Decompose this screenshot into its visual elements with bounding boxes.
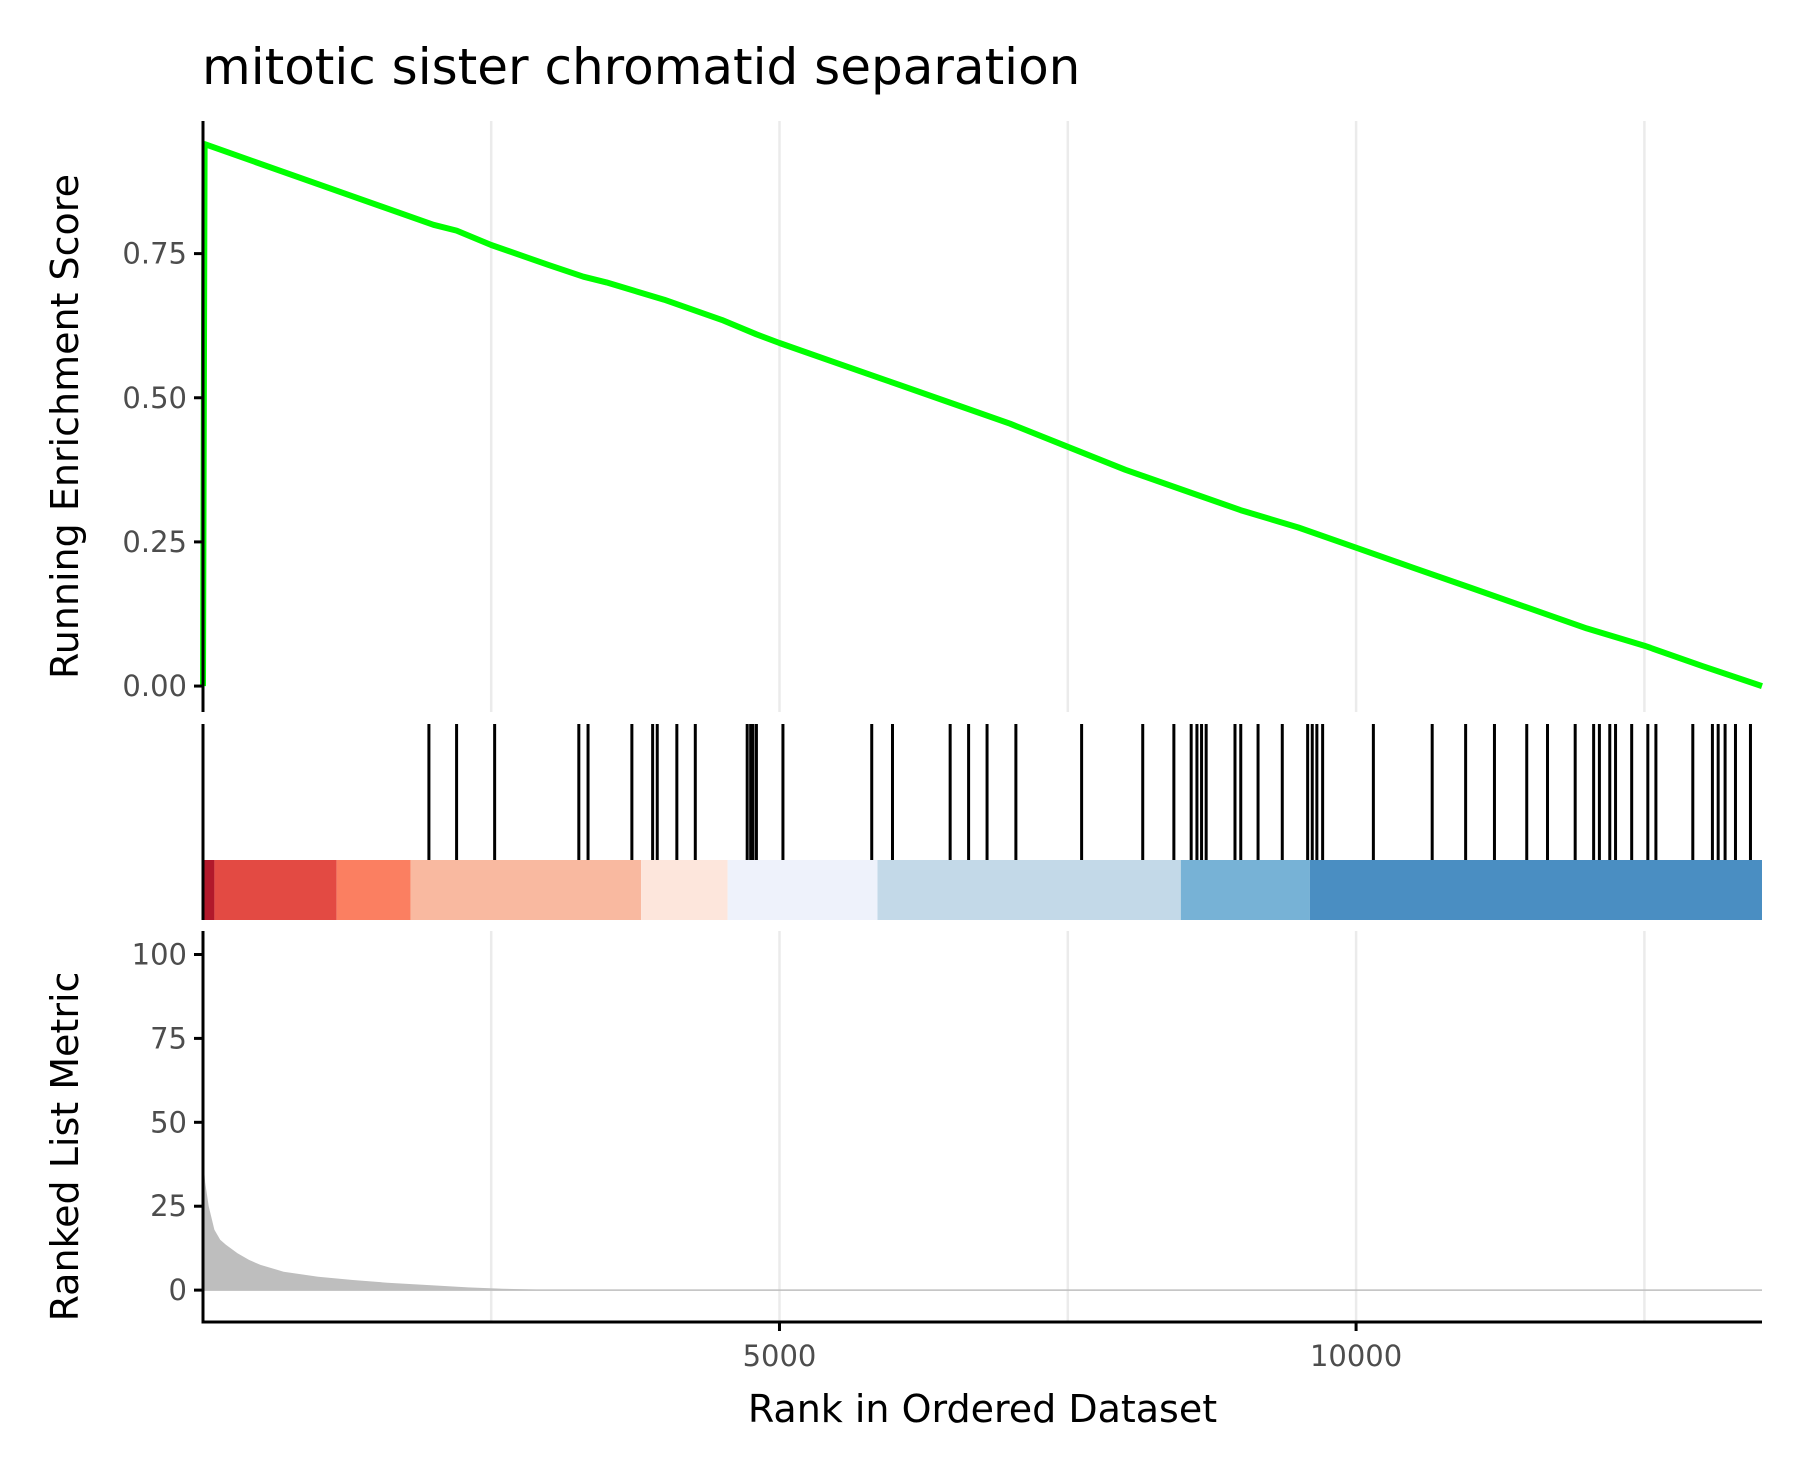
ranked-metric-y-tick-label-2: 50	[150, 1105, 187, 1139]
color-bar-segment-4	[641, 860, 728, 920]
gene-hits-panel	[201, 724, 1762, 920]
color-bar-segment-2	[336, 860, 411, 920]
color-bar-segment-0	[203, 860, 215, 920]
chart-title: mitotic sister chromatid separation	[202, 38, 1080, 96]
running-es-grid	[489, 121, 1646, 712]
color-bar-segment-6	[877, 860, 1181, 920]
ranked-metric-grid	[489, 931, 1646, 1322]
running-es-line	[200, 141, 1763, 689]
color-bar-segment-3	[410, 860, 642, 920]
color-bar-segment-8	[1309, 860, 1762, 920]
color-bar-segment-7	[1180, 860, 1310, 920]
gene-hit-marks	[427, 724, 1752, 860]
rank-color-bar	[203, 860, 1762, 920]
ranked-metric-y-tick-label-4: 100	[132, 937, 187, 971]
x-tick-label-0: 5000	[743, 1339, 817, 1373]
running-es-panel: 0.00 0.25 0.50 0.75 Running Enrichment Scor…	[43, 121, 1763, 712]
running-es-y-tick-label-2: 0.50	[122, 381, 187, 415]
running-es-y-label: Running Enrichment Score	[43, 174, 87, 679]
ranked-metric-y-tick-label-3: 75	[150, 1021, 187, 1055]
ranked-metric-y-label: Ranked List Metric	[43, 972, 87, 1322]
ranked-metric-x-ticks: 5000 10000	[743, 1322, 1402, 1373]
ranked-metric-y-ticks: 0 25 50 75 100	[132, 937, 203, 1307]
color-bar-segment-1	[214, 860, 337, 920]
x-axis-label: Rank in Ordered Dataset	[748, 1387, 1217, 1431]
ranked-metric-y-tick-label-0: 0	[169, 1273, 187, 1307]
ranked-metric-y-tick-label-1: 25	[150, 1189, 187, 1223]
color-bar-segment-5	[727, 860, 878, 920]
running-es-y-ticks: 0.00 0.25 0.50 0.75	[122, 237, 203, 703]
running-es-y-tick-label-3: 0.75	[122, 237, 187, 271]
ranked-metric-area	[203, 1149, 1762, 1291]
running-es-y-tick-label-0: 0.00	[122, 669, 187, 703]
x-tick-label-1: 10000	[1310, 1339, 1402, 1373]
running-es-y-tick-label-1: 0.25	[122, 525, 187, 559]
